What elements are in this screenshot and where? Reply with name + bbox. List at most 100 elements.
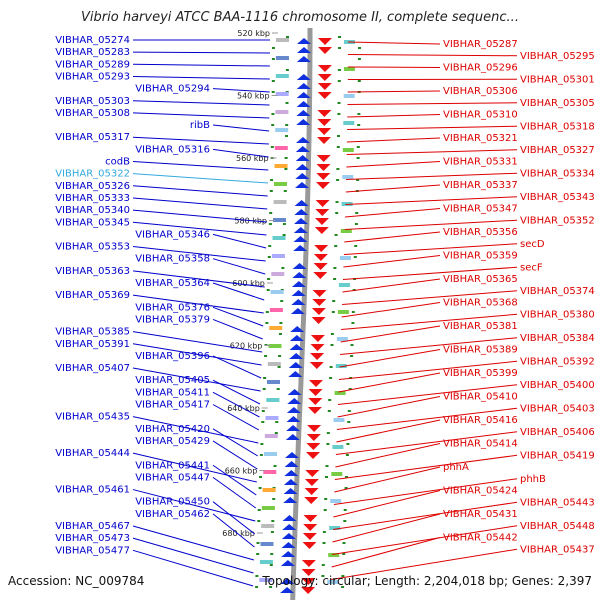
track-tick-mark [337, 102, 341, 104]
left-gene-label: VIBHAR_05462 [135, 509, 210, 520]
left-gene-label: VIBHAR_05274 [55, 35, 130, 46]
track-tick-mark [270, 531, 274, 533]
plus-strand-gene-arrow [295, 164, 310, 170]
minus-strand-gene-arrow [301, 569, 316, 576]
track-tick-mark [274, 432, 278, 434]
feature-block [275, 56, 289, 60]
right-gene-label: VIBHAR_05392 [520, 356, 595, 367]
right-gene-label: VIBHAR_05374 [520, 286, 595, 297]
plus-strand-gene-arrow [290, 326, 305, 332]
feature-block [342, 148, 354, 152]
left-label-connector [212, 124, 270, 132]
track-tick-mark [272, 47, 275, 49]
track-tick-mark [343, 509, 347, 511]
track-tick-mark [271, 520, 275, 522]
right-label-connector [340, 325, 441, 343]
track-tick-mark [278, 355, 282, 357]
plus-strand-gene-arrow [282, 515, 297, 521]
left-gene-label: VIBHAR_05322 [55, 169, 130, 180]
track-tick-mark [351, 311, 355, 313]
plus-strand-gene-arrow [288, 371, 303, 377]
minus-strand-gene-arrow [303, 515, 318, 522]
right-label-connector [346, 172, 518, 180]
left-gene-label: VIBHAR_05385 [55, 327, 130, 338]
track-tick-mark [325, 465, 329, 467]
track-tick-mark [275, 421, 279, 423]
left-label-connector [132, 136, 269, 145]
minus-strand-gene-arrow [308, 398, 323, 405]
plus-strand-gene-arrow [281, 533, 296, 539]
minus-strand-gene-arrow [317, 65, 332, 72]
left-gene-label: VIBHAR_05333 [55, 193, 130, 204]
left-gene-label: VIBHAR_05346 [135, 229, 210, 240]
left-gene-label: VIBHAR_05308 [55, 108, 130, 119]
track-tick-mark [338, 36, 341, 38]
minus-strand-gene-arrow [309, 380, 323, 387]
right-gene-label: VIBHAR_05295 [520, 51, 595, 62]
kbp-tick-label: 680 kbp [222, 529, 255, 538]
left-gene-label: VIBHAR_05467 [55, 521, 130, 532]
track-tick-mark [269, 586, 273, 588]
plus-strand-gene-arrow [294, 209, 309, 215]
left-label-connector [212, 513, 255, 548]
track-tick-mark [357, 80, 361, 82]
right-gene-label: secF [520, 262, 543, 273]
map-title: Vibrio harveyi ATCC BAA-1116 chromosome … [81, 10, 519, 25]
track-tick-mark [260, 443, 264, 445]
track-tick-mark [265, 311, 269, 313]
left-gene-label: VIBHAR_05379 [135, 314, 210, 325]
plus-strand-gene-arrow [280, 578, 295, 584]
track-tick-mark [271, 91, 275, 93]
left-label-connector [132, 209, 267, 223]
right-label-connector [347, 102, 518, 105]
right-label-connector [333, 478, 518, 505]
feature-block [269, 308, 283, 312]
left-label-connector [132, 112, 270, 119]
left-label-connector [212, 88, 270, 93]
left-label-connector [212, 428, 259, 457]
track-tick-mark [264, 355, 268, 357]
plus-strand-gene-arrow [296, 137, 310, 143]
track-tick-mark [331, 311, 335, 313]
track-tick-mark [351, 322, 355, 324]
track-tick-mark [338, 47, 341, 49]
right-gene-label: VIBHAR_05380 [520, 309, 595, 320]
right-gene-label: VIBHAR_05331 [443, 157, 518, 168]
right-gene-label: VIBHAR_05327 [520, 145, 595, 156]
right-label-connector [332, 525, 518, 555]
plus-strand-gene-arrow [293, 236, 308, 242]
track-tick-mark [271, 58, 275, 60]
plus-strand-gene-arrow [296, 74, 311, 80]
left-label-connector [132, 331, 263, 353]
track-tick-mark [266, 289, 270, 291]
track-tick-mark [342, 542, 346, 544]
track-tick-mark [255, 586, 259, 588]
feature-block [342, 175, 354, 179]
plus-strand-gene-arrow [296, 92, 311, 98]
left-label-connector [212, 440, 258, 470]
track-tick-mark [333, 278, 337, 280]
minus-strand-gene-arrow [316, 182, 330, 189]
right-label-connector [344, 219, 518, 230]
track-tick-mark [343, 520, 347, 522]
track-tick-mark [263, 377, 267, 379]
kbp-tick-label: 620 kbp [230, 342, 263, 351]
feature-block [329, 526, 341, 530]
right-gene-label: VIBHAR_05443 [520, 497, 595, 508]
feature-block [343, 121, 355, 125]
feature-block [276, 38, 289, 42]
plus-strand-gene-arrow [294, 200, 309, 206]
plus-strand-gene-arrow [293, 227, 308, 233]
left-gene-label: VIBHAR_05441 [135, 460, 210, 471]
plus-strand-gene-arrow [296, 101, 311, 107]
left-label-connector [132, 416, 259, 444]
track-tick-mark [350, 355, 354, 357]
left-gene-label: VIBHAR_05396 [135, 351, 210, 362]
track-tick-mark [345, 454, 349, 456]
right-label-connector [346, 161, 441, 168]
track-tick-mark [271, 113, 275, 115]
left-label-connector [132, 63, 270, 67]
right-gene-label: VIBHAR_05296 [443, 63, 518, 74]
right-gene-label: VIBHAR_05368 [443, 298, 518, 309]
